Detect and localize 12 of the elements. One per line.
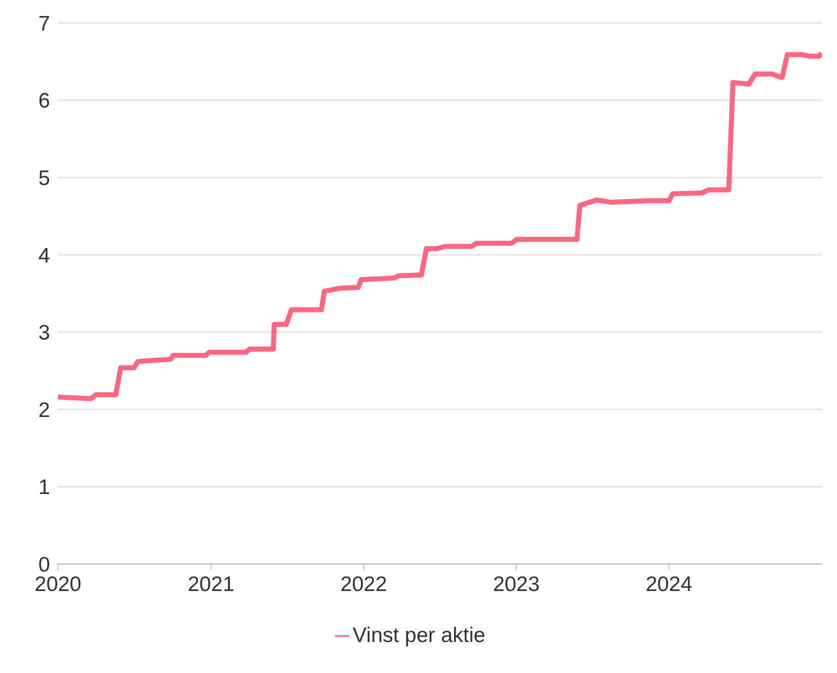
legend-label: Vinst per aktie <box>352 624 486 647</box>
y-tick-label: 3 <box>38 322 50 345</box>
x-tick-label: 2023 <box>492 572 540 596</box>
y-tick-label: 7 <box>38 12 50 36</box>
y-tick-label: 6 <box>38 90 50 113</box>
x-tick-label: 2022 <box>340 572 388 596</box>
y-tick-label: 2 <box>38 398 50 422</box>
x-tick-label: 2024 <box>646 572 693 596</box>
y-tick-label: 4 <box>38 244 50 268</box>
x-tick-label: 2021 <box>188 572 234 596</box>
y-tick-label: 5 <box>38 167 50 190</box>
y-tick-label: 1 <box>38 476 50 500</box>
